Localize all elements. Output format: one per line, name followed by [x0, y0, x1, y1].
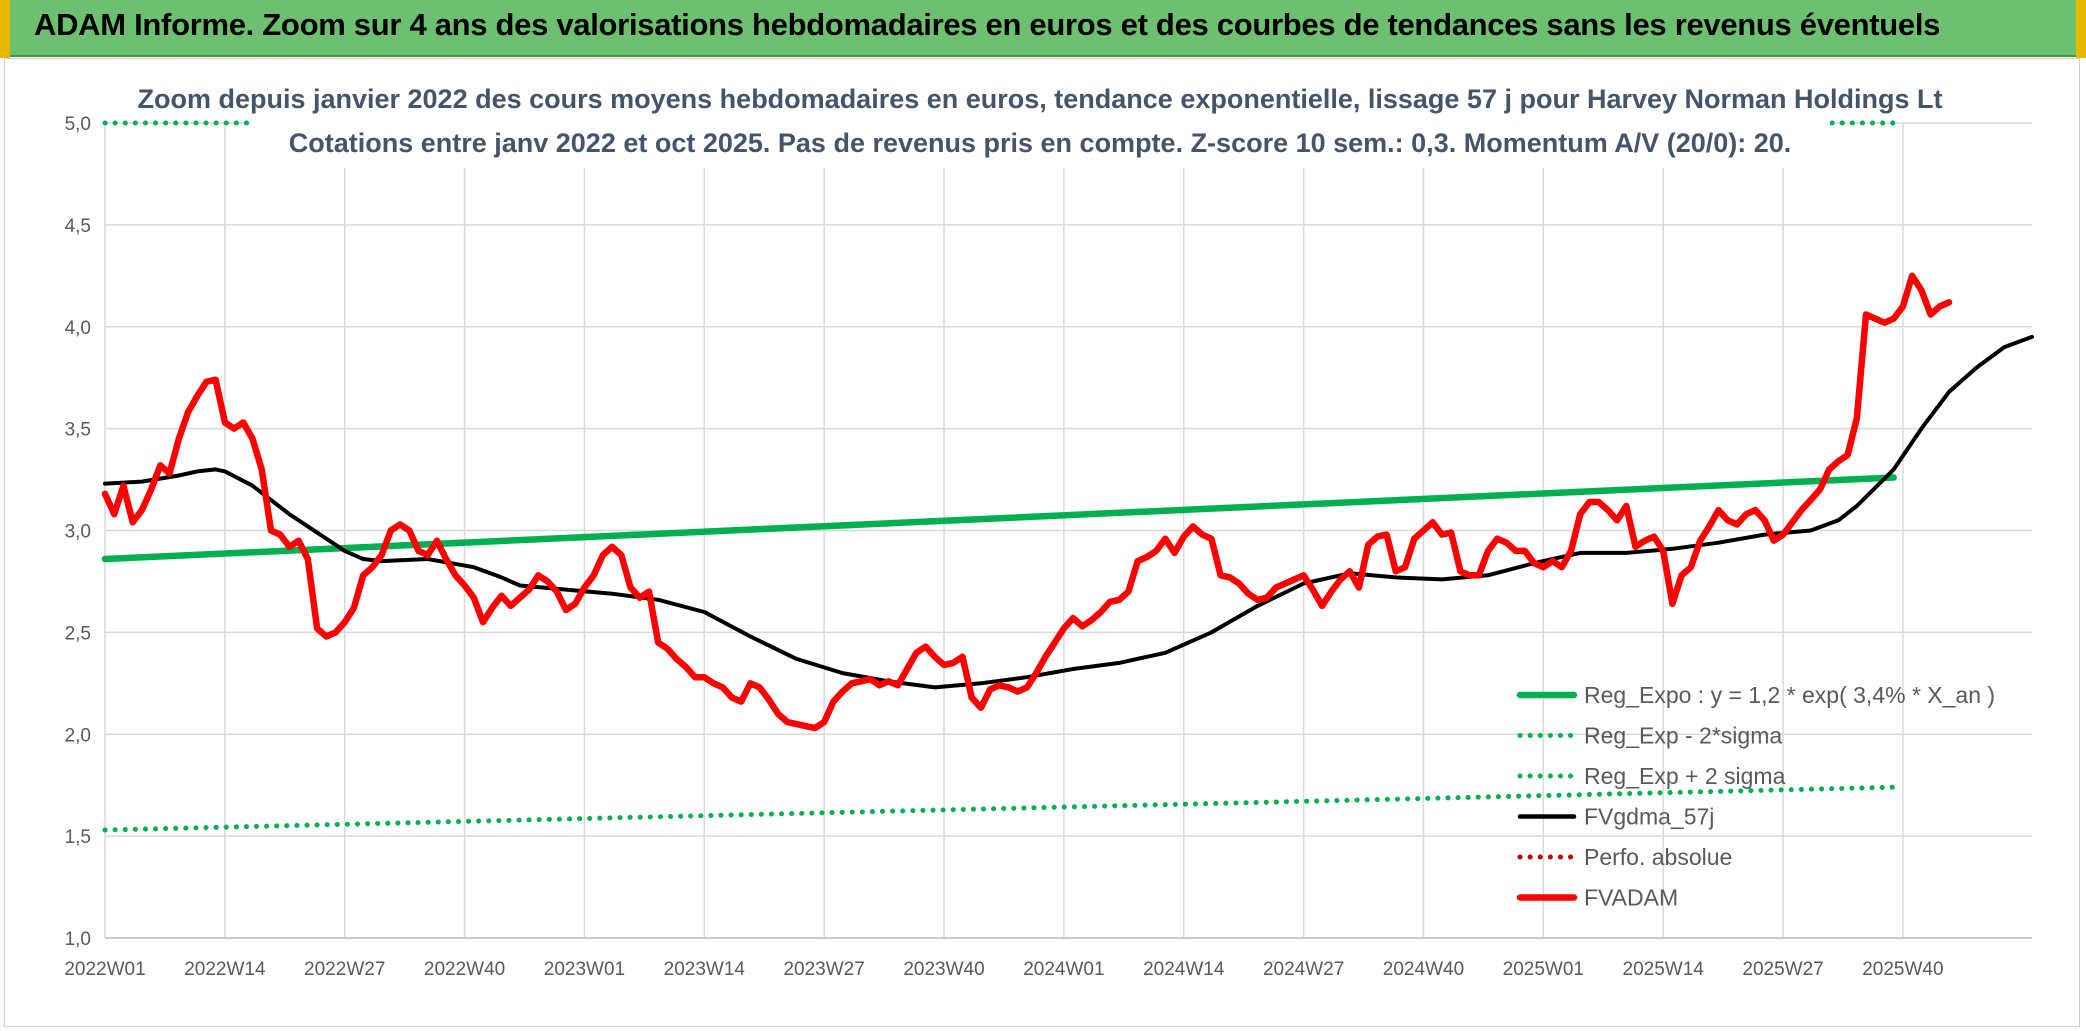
x-axis-ticks: 2022W01 2022W14 2022W27 2022W40 2023W01 2023W… [64, 959, 1943, 980]
x-tick-label: 2023W01 [544, 959, 625, 980]
x-tick-label: 2022W14 [184, 959, 266, 980]
x-tick-label: 2024W27 [1263, 959, 1344, 980]
series-line-5 [101, 272, 1953, 732]
legend-label: Reg_Expo : y = 1,2 * exp( 3,4% * X_an ) [1584, 682, 1995, 708]
banner-corner-right [2076, 0, 2086, 58]
banner-corner-left [0, 0, 10, 58]
x-tick-label: 2025W40 [1862, 959, 1943, 980]
y-tick-label: 3,5 [65, 420, 91, 441]
y-tick-label: 1,0 [65, 929, 91, 950]
chart-subtitle: Cotations entre janv 2022 et oct 2025. P… [289, 128, 1792, 158]
x-tick-label: 2023W27 [783, 959, 864, 980]
legend-label: FVADAM [1584, 885, 1678, 911]
y-tick-label: 4,5 [65, 216, 91, 237]
subtitle-backdrop [250, 84, 1830, 168]
legend-label: FVgdma_57j [1584, 804, 1714, 830]
y-tick-label: 4,0 [65, 318, 91, 339]
chart-title: Zoom depuis janvier 2022 des cours moyen… [137, 84, 1942, 114]
legend-label: Reg_Exp + 2 sigma [1584, 763, 1786, 789]
y-tick-label: 3,0 [65, 522, 91, 543]
x-tick-label: 2024W14 [1143, 959, 1225, 980]
legend-label: Reg_Exp - 2*sigma [1584, 723, 1782, 749]
x-tick-label: 2025W14 [1623, 959, 1705, 980]
x-tick-label: 2022W01 [64, 959, 145, 980]
y-tick-label: 5,0 [65, 114, 91, 135]
series-line-0 [101, 474, 1897, 563]
x-tick-label: 2024W01 [1023, 959, 1104, 980]
y-axis-ticks: 1,0 1,5 2,0 2,5 3,0 3,5 4,0 4,5 5,0 [65, 114, 91, 950]
x-tick-label: 2025W01 [1503, 959, 1584, 980]
x-tick-label: 2022W27 [304, 959, 385, 980]
y-tick-label: 2,0 [65, 725, 91, 746]
x-tick-label: 2023W40 [903, 959, 984, 980]
x-tick-label: 2025W27 [1742, 959, 1823, 980]
y-tick-label: 2,5 [65, 623, 91, 644]
report-title: ADAM Informe. Zoom sur 4 ans des valoris… [34, 7, 1941, 42]
y-tick-label: 1,5 [65, 827, 91, 848]
x-tick-label: 2024W40 [1383, 959, 1464, 980]
chart-frame [4, 58, 2080, 1027]
report-banner: ADAM Informe. Zoom sur 4 ans des valoris… [0, 0, 2086, 57]
chart-legend: Reg_Expo : y = 1,2 * exp( 3,4% * X_an ) R… [1516, 682, 1995, 911]
chart-series [101, 120, 2034, 833]
x-tick-label: 2022W40 [424, 959, 505, 980]
legend-label: Perfo. absolue [1584, 844, 1732, 870]
x-tick-label: 2023W14 [664, 959, 746, 980]
